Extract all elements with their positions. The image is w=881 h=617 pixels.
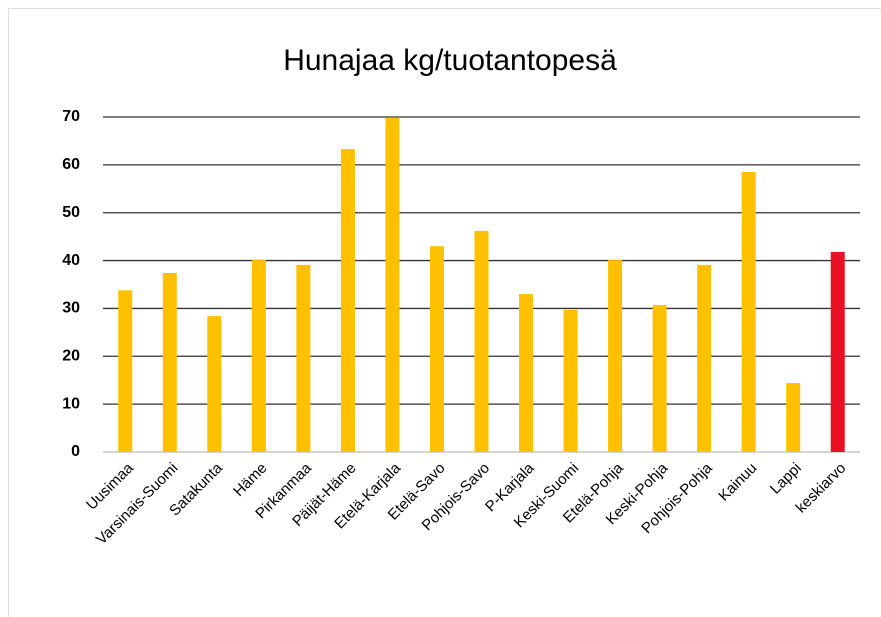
bar bbox=[697, 264, 712, 452]
bar bbox=[830, 251, 845, 452]
chart-title: Hunajaa kg/tuotantopesä bbox=[283, 44, 617, 77]
y-tick-label: 0 bbox=[71, 443, 80, 460]
y-tick-label: 40 bbox=[62, 252, 80, 269]
bar bbox=[118, 290, 133, 452]
chart-frame bbox=[8, 8, 881, 617]
bar bbox=[563, 309, 578, 452]
bar bbox=[296, 264, 311, 452]
bar bbox=[741, 172, 756, 453]
y-tick-label: 70 bbox=[62, 108, 80, 125]
y-tick-label: 20 bbox=[62, 348, 80, 365]
bar bbox=[385, 117, 400, 452]
x-tick-label: Kainuu bbox=[715, 460, 760, 505]
bar bbox=[474, 230, 489, 452]
x-tick-label: Häme bbox=[230, 460, 270, 500]
bar bbox=[207, 316, 222, 452]
y-tick-label: 60 bbox=[62, 156, 80, 173]
bar bbox=[251, 260, 266, 452]
bar bbox=[608, 260, 623, 452]
bar bbox=[519, 294, 534, 452]
bar bbox=[652, 305, 667, 452]
y-tick-label: 10 bbox=[62, 395, 80, 412]
y-tick-label: 30 bbox=[62, 300, 80, 317]
bar bbox=[340, 149, 355, 453]
x-tick-label: Varsinais-Suomi bbox=[93, 460, 181, 548]
bar bbox=[162, 273, 177, 452]
y-tick-label: 50 bbox=[62, 204, 80, 221]
x-tick-label: Lappi bbox=[767, 460, 805, 498]
bar bbox=[429, 246, 444, 452]
bar bbox=[786, 383, 801, 452]
